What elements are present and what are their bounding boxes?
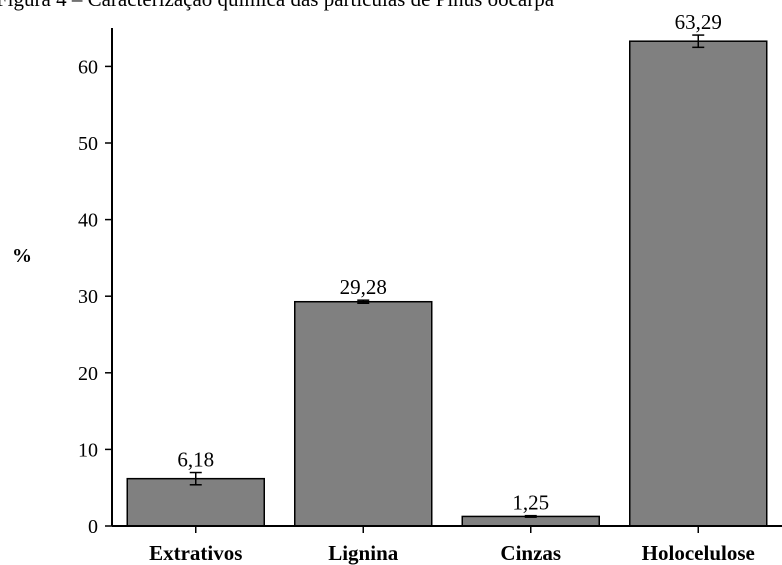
x-tick-label: Extrativos <box>149 541 242 565</box>
value-label: 63,29 <box>675 10 722 34</box>
x-tick-label: Holocelulose <box>642 541 755 565</box>
bar-lignina <box>294 300 433 527</box>
y-tick-label: 40 <box>78 210 98 232</box>
y-tick-label: 30 <box>78 286 98 308</box>
y-tick-label: 60 <box>78 56 98 78</box>
y-axis-label: % <box>12 245 32 267</box>
figure-caption-group: Figura 4 – Caracterização química das pa… <box>0 0 555 11</box>
y-tick-label: 0 <box>88 516 98 538</box>
x-axis: Extrativos Lignina Cinzas Holocelulose <box>112 525 782 565</box>
y-tick-label: 20 <box>78 363 98 385</box>
y-tick-label: 10 <box>78 439 98 461</box>
value-label: 29,28 <box>340 275 387 299</box>
bar-extrativos <box>126 477 265 527</box>
x-tick-label: Cinzas <box>500 541 561 565</box>
x-tick-label: Lignina <box>328 541 399 565</box>
y-tick-label: 50 <box>78 133 98 155</box>
figure-caption: Figura 4 – Caracterização química das pa… <box>0 0 555 11</box>
value-label: 6,18 <box>177 448 214 472</box>
y-axis: 0 10 20 30 40 50 60 <box>78 28 113 538</box>
value-label: 1,25 <box>512 491 549 515</box>
bar-holocelulose <box>629 40 768 527</box>
bars-group: 6,18 29,28 1,25 63,29 <box>126 10 768 527</box>
